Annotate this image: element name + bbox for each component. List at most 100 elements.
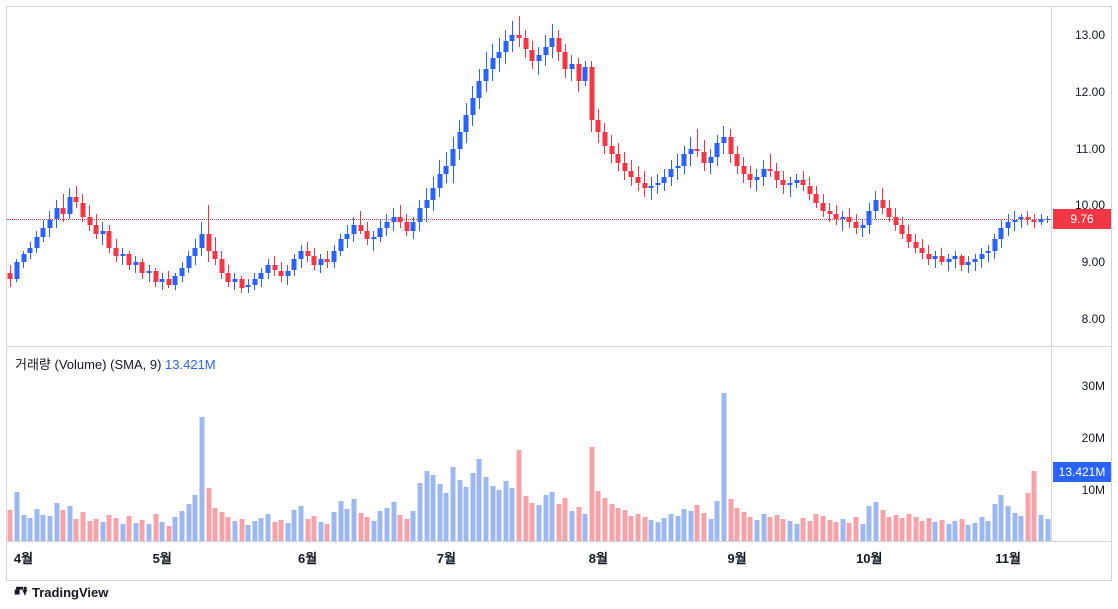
- candle[interactable]: [741, 7, 746, 347]
- volume-bar[interactable]: [114, 518, 119, 541]
- volume-bar[interactable]: [424, 471, 429, 541]
- candle[interactable]: [173, 7, 178, 347]
- candle[interactable]: [748, 7, 753, 347]
- candle[interactable]: [338, 7, 343, 347]
- candle[interactable]: [609, 7, 614, 347]
- candle[interactable]: [860, 7, 865, 347]
- candle[interactable]: [61, 7, 66, 347]
- candle[interactable]: [345, 7, 350, 347]
- candle[interactable]: [41, 7, 46, 347]
- candle[interactable]: [351, 7, 356, 347]
- volume-bar[interactable]: [140, 520, 145, 541]
- volume-bar[interactable]: [596, 491, 601, 541]
- volume-bar[interactable]: [371, 521, 376, 541]
- volume-bar[interactable]: [887, 517, 892, 541]
- candle[interactable]: [279, 7, 284, 347]
- volume-bar[interactable]: [536, 505, 541, 541]
- candle[interactable]: [986, 7, 991, 347]
- volume-bar[interactable]: [365, 517, 370, 541]
- candle[interactable]: [232, 7, 237, 347]
- candle[interactable]: [166, 7, 171, 347]
- volume-bar[interactable]: [636, 514, 641, 541]
- volume-bar[interactable]: [299, 506, 304, 541]
- candle[interactable]: [384, 7, 389, 347]
- candle[interactable]: [74, 7, 79, 347]
- volume-bar[interactable]: [708, 519, 713, 541]
- volume-bar[interactable]: [523, 496, 528, 541]
- candle[interactable]: [768, 7, 773, 347]
- volume-bar[interactable]: [100, 522, 105, 541]
- candle[interactable]: [14, 7, 19, 347]
- candle[interactable]: [702, 7, 707, 347]
- candle[interactable]: [1039, 7, 1044, 347]
- volume-bar[interactable]: [54, 503, 59, 541]
- volume-bar[interactable]: [702, 513, 707, 541]
- volume-bar[interactable]: [1025, 493, 1030, 541]
- volume-bar[interactable]: [451, 467, 456, 541]
- volume-bar[interactable]: [345, 509, 350, 541]
- volume-bar[interactable]: [206, 488, 211, 541]
- candle[interactable]: [477, 7, 482, 347]
- candle[interactable]: [437, 7, 442, 347]
- volume-bar[interactable]: [550, 492, 555, 541]
- volume-bar[interactable]: [153, 514, 158, 541]
- volume-bar[interactable]: [834, 522, 839, 541]
- volume-bar[interactable]: [616, 508, 621, 541]
- volume-bar[interactable]: [279, 520, 284, 541]
- volume-bar[interactable]: [503, 481, 508, 541]
- volume-bar[interactable]: [794, 524, 799, 541]
- candle[interactable]: [629, 7, 634, 347]
- candle[interactable]: [186, 7, 191, 347]
- candle[interactable]: [266, 7, 271, 347]
- candle[interactable]: [807, 7, 812, 347]
- candle[interactable]: [54, 7, 59, 347]
- candle[interactable]: [510, 7, 515, 347]
- candle[interactable]: [444, 7, 449, 347]
- candle[interactable]: [794, 7, 799, 347]
- volume-bar[interactable]: [609, 504, 614, 541]
- candle[interactable]: [100, 7, 105, 347]
- candle[interactable]: [292, 7, 297, 347]
- candle[interactable]: [900, 7, 905, 347]
- volume-bar[interactable]: [351, 499, 356, 541]
- candle[interactable]: [305, 7, 310, 347]
- candle[interactable]: [728, 7, 733, 347]
- volume-bar[interactable]: [232, 521, 237, 541]
- volume-bar[interactable]: [655, 522, 660, 541]
- candle[interactable]: [655, 7, 660, 347]
- candle[interactable]: [873, 7, 878, 347]
- candle[interactable]: [669, 7, 674, 347]
- candle[interactable]: [682, 7, 687, 347]
- candle[interactable]: [721, 7, 726, 347]
- volume-bar[interactable]: [417, 483, 422, 541]
- candle[interactable]: [543, 7, 548, 347]
- volume-bar[interactable]: [715, 501, 720, 541]
- candle[interactable]: [695, 7, 700, 347]
- candle[interactable]: [312, 7, 317, 347]
- candle[interactable]: [999, 7, 1004, 347]
- volume-bar[interactable]: [873, 502, 878, 541]
- volume-bar[interactable]: [470, 473, 475, 541]
- volume-bar[interactable]: [239, 519, 244, 541]
- candle[interactable]: [490, 7, 495, 347]
- volume-bar[interactable]: [801, 518, 806, 541]
- candle[interactable]: [992, 7, 997, 347]
- volume-bar[interactable]: [761, 514, 766, 541]
- volume-bar[interactable]: [563, 498, 568, 541]
- volume-bar[interactable]: [893, 515, 898, 541]
- volume-bar[interactable]: [939, 520, 944, 541]
- candle[interactable]: [754, 7, 759, 347]
- candle[interactable]: [239, 7, 244, 347]
- volume-bar[interactable]: [781, 519, 786, 541]
- candle[interactable]: [34, 7, 39, 347]
- candle[interactable]: [127, 7, 132, 347]
- volume-bar[interactable]: [629, 516, 634, 541]
- volume-bar[interactable]: [695, 505, 700, 541]
- candle[interactable]: [246, 7, 251, 347]
- candle[interactable]: [708, 7, 713, 347]
- candle[interactable]: [880, 7, 885, 347]
- candle[interactable]: [622, 7, 627, 347]
- volume-bar[interactable]: [583, 514, 588, 541]
- candle[interactable]: [530, 7, 535, 347]
- volume-bar[interactable]: [556, 504, 561, 541]
